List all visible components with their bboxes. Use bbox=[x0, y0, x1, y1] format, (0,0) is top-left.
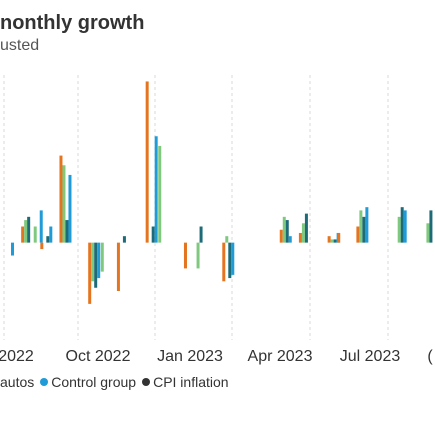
x-tick-label: Oct 2022 bbox=[66, 348, 131, 365]
bar-autos bbox=[158, 145, 162, 243]
bar-dark bbox=[285, 220, 289, 243]
bar-dark bbox=[122, 236, 126, 243]
bar-cpi-inflation bbox=[298, 232, 302, 243]
bar-dark bbox=[362, 216, 366, 243]
bar-autos bbox=[426, 223, 430, 243]
legend-label-cpi-inflation: CPI inflation bbox=[153, 374, 229, 390]
bar-cpi-inflation bbox=[21, 226, 25, 243]
bar-dark bbox=[333, 239, 337, 243]
bar-control-group bbox=[49, 226, 53, 243]
bar-dark bbox=[94, 242, 98, 288]
legend-label-control-group: Control group bbox=[51, 374, 137, 390]
bar-cpi-inflation bbox=[356, 226, 360, 243]
bar-autos bbox=[91, 242, 95, 282]
legend-marker-cpi-inflation bbox=[142, 378, 151, 386]
bar-control-group bbox=[365, 207, 369, 243]
bar-control-group bbox=[68, 174, 72, 243]
bar-control-group bbox=[231, 242, 235, 275]
bar-dark bbox=[400, 207, 404, 243]
legend-item-autos: autos bbox=[0, 374, 34, 390]
x-tick-label: Apr 2023 bbox=[248, 348, 313, 365]
legend-item-control-group: Control group bbox=[40, 374, 136, 390]
legend: autos Control group CPI inflation bbox=[0, 374, 229, 390]
x-tick-label: Jul 2023 bbox=[340, 348, 401, 365]
legend-label-autos: autos bbox=[0, 374, 35, 390]
bar-dark bbox=[46, 236, 50, 243]
bar-control-group bbox=[154, 136, 158, 243]
bar-dark bbox=[304, 213, 308, 243]
bar-autos bbox=[24, 220, 28, 243]
legend-item-cpi-inflation: CPI inflation bbox=[142, 374, 229, 390]
bar-cpi-inflation bbox=[116, 242, 120, 291]
bar-autos bbox=[100, 242, 104, 272]
bar-cpi-inflation bbox=[88, 242, 92, 304]
x-tick-label: 2022 bbox=[0, 348, 34, 365]
bar-cpi-inflation bbox=[145, 81, 149, 243]
bar-autos bbox=[282, 216, 286, 243]
bar-dark bbox=[65, 220, 69, 243]
bar-cpi-inflation bbox=[59, 155, 63, 243]
bar-control-group bbox=[97, 242, 101, 279]
bar-autos bbox=[62, 165, 66, 243]
bar-autos bbox=[397, 216, 401, 243]
bar-control-group bbox=[39, 210, 43, 243]
bar-control-group bbox=[403, 210, 407, 243]
bar-dark bbox=[27, 216, 31, 243]
x-tick-label: Jan 2023 bbox=[157, 348, 223, 365]
bar-autos bbox=[359, 210, 363, 243]
bar-autos bbox=[225, 236, 229, 243]
bar-autos bbox=[330, 239, 334, 243]
chart-subtitle: usted bbox=[0, 37, 40, 54]
bar-control-group bbox=[11, 242, 14, 256]
bar-dark bbox=[429, 210, 433, 243]
bar-autos bbox=[301, 223, 305, 243]
bar-dark bbox=[199, 226, 203, 243]
chart-title: nonthly growth bbox=[0, 12, 145, 34]
bar-dark bbox=[151, 226, 155, 243]
bar-cpi-inflation bbox=[279, 229, 283, 243]
bar-cpi-inflation bbox=[327, 236, 331, 243]
legend-marker-control-group bbox=[40, 378, 49, 386]
bar-autos bbox=[33, 226, 37, 243]
bar-autos bbox=[196, 242, 200, 269]
bar-dark bbox=[228, 242, 232, 279]
x-tick-label: ( bbox=[427, 348, 433, 365]
bar-cpi-inflation bbox=[183, 242, 187, 269]
bar-control-group bbox=[288, 236, 292, 243]
bar-cpi-inflation bbox=[222, 242, 226, 282]
bar-cpi-inflation bbox=[40, 242, 44, 250]
bar-cpi-inflation bbox=[337, 232, 341, 243]
